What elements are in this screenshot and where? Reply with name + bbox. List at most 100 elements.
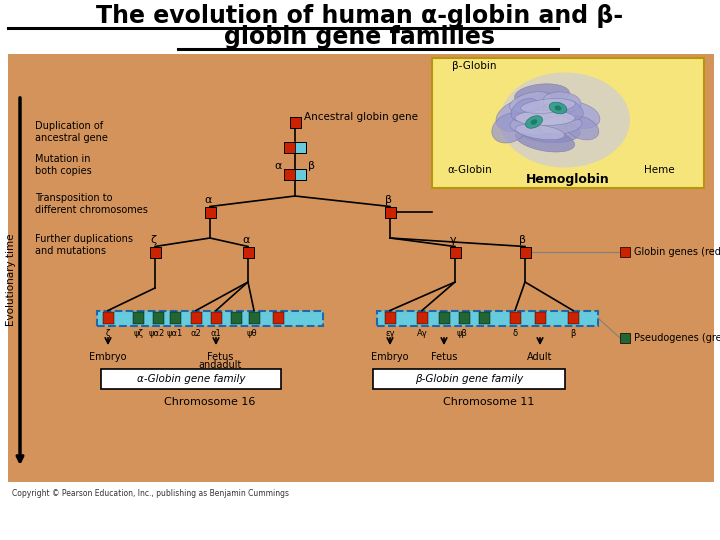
Text: The evolution of human α-globin and β-: The evolution of human α-globin and β- — [96, 4, 624, 28]
Ellipse shape — [557, 100, 583, 120]
Text: α-Globin gene family: α-Globin gene family — [137, 374, 246, 384]
Text: β-Globin: β-Globin — [452, 61, 497, 71]
Text: Pseudogenes (green): Pseudogenes (green) — [634, 333, 720, 343]
Bar — [620, 333, 630, 343]
Bar — [620, 247, 630, 257]
Text: ψζ: ψζ — [133, 328, 143, 338]
Text: Transposition to
different chromosomes: Transposition to different chromosomes — [35, 193, 148, 215]
Text: Heme: Heme — [644, 165, 675, 175]
Bar — [567, 312, 578, 324]
Text: α: α — [204, 195, 212, 205]
Bar — [191, 312, 202, 324]
FancyBboxPatch shape — [373, 369, 565, 389]
Bar — [384, 312, 395, 324]
Bar — [479, 312, 490, 324]
Text: ζ: ζ — [150, 235, 156, 245]
FancyBboxPatch shape — [101, 369, 281, 389]
Bar — [377, 310, 598, 326]
Bar — [459, 312, 469, 324]
Bar — [243, 246, 253, 258]
Text: β: β — [570, 328, 576, 338]
Ellipse shape — [510, 115, 560, 135]
Text: Fetus: Fetus — [431, 352, 457, 362]
Bar — [204, 206, 215, 218]
Text: εγ: εγ — [385, 328, 395, 338]
Bar — [534, 312, 546, 324]
Bar — [432, 58, 704, 188]
Ellipse shape — [554, 105, 562, 111]
Bar — [295, 168, 306, 179]
Bar — [284, 141, 295, 152]
Text: ζ: ζ — [106, 328, 110, 338]
Ellipse shape — [516, 117, 580, 143]
Ellipse shape — [549, 102, 567, 114]
Text: γ: γ — [450, 235, 456, 245]
Bar — [8, 54, 714, 482]
Ellipse shape — [492, 113, 528, 143]
Text: Evolutionary time: Evolutionary time — [6, 234, 16, 326]
Ellipse shape — [516, 128, 575, 152]
Text: Adult: Adult — [527, 352, 553, 362]
Text: Ancestral globin gene: Ancestral globin gene — [304, 112, 418, 122]
Text: α-Globin: α-Globin — [447, 165, 492, 175]
Bar — [438, 312, 449, 324]
Text: α2: α2 — [191, 328, 202, 338]
Ellipse shape — [565, 116, 599, 140]
Text: Globin genes (red): Globin genes (red) — [634, 247, 720, 257]
Ellipse shape — [515, 111, 575, 125]
Text: Further duplications
and mutations: Further duplications and mutations — [35, 234, 133, 256]
Ellipse shape — [543, 92, 581, 112]
Ellipse shape — [538, 116, 582, 134]
Text: β: β — [520, 235, 526, 245]
Ellipse shape — [521, 99, 575, 113]
Text: ψβ: ψβ — [456, 328, 467, 338]
Bar — [102, 312, 114, 324]
Text: Copyright © Pearson Education, Inc., publishing as Benjamin Cummings: Copyright © Pearson Education, Inc., pub… — [12, 489, 289, 498]
Bar — [284, 168, 306, 179]
Text: α: α — [274, 161, 282, 171]
Bar — [210, 312, 222, 324]
Bar — [384, 206, 395, 218]
Text: β-Globin gene family: β-Globin gene family — [415, 374, 523, 384]
Bar — [284, 168, 295, 179]
Bar — [510, 312, 521, 324]
Text: Embryo: Embryo — [89, 352, 127, 362]
Ellipse shape — [526, 116, 542, 129]
Text: Chromosome 16: Chromosome 16 — [164, 397, 256, 407]
Ellipse shape — [531, 119, 537, 125]
Text: α1: α1 — [211, 328, 221, 338]
Text: Embryo: Embryo — [372, 352, 409, 362]
Bar — [230, 312, 241, 324]
Text: globin gene families: globin gene families — [225, 25, 495, 49]
Text: Chromosome 11: Chromosome 11 — [444, 397, 535, 407]
Bar — [248, 312, 259, 324]
Bar — [416, 312, 428, 324]
Text: Fetus: Fetus — [207, 352, 233, 362]
Text: Mutation in
both copies: Mutation in both copies — [35, 154, 91, 176]
Ellipse shape — [556, 102, 600, 129]
Text: andadult: andadult — [198, 360, 242, 370]
Text: α: α — [243, 235, 250, 245]
Bar — [132, 312, 143, 324]
Ellipse shape — [511, 98, 539, 122]
Text: δ: δ — [513, 328, 518, 338]
Bar — [97, 310, 323, 326]
Bar — [153, 312, 163, 324]
Ellipse shape — [516, 124, 564, 140]
Bar — [169, 312, 181, 324]
Text: Hemoglobin: Hemoglobin — [526, 173, 610, 186]
Bar — [520, 246, 531, 258]
Text: Duplication of
ancestral gene: Duplication of ancestral gene — [35, 121, 108, 143]
Text: ψθ: ψθ — [247, 328, 257, 338]
Text: Aγ: Aγ — [417, 328, 428, 338]
Bar — [284, 141, 306, 152]
Bar — [289, 117, 300, 127]
Bar — [272, 312, 284, 324]
Ellipse shape — [510, 92, 550, 112]
Text: β: β — [384, 195, 392, 205]
Bar — [449, 246, 461, 258]
Text: ψα1: ψα1 — [167, 328, 183, 338]
Ellipse shape — [500, 72, 630, 167]
Text: β: β — [308, 161, 315, 171]
Bar — [150, 246, 161, 258]
